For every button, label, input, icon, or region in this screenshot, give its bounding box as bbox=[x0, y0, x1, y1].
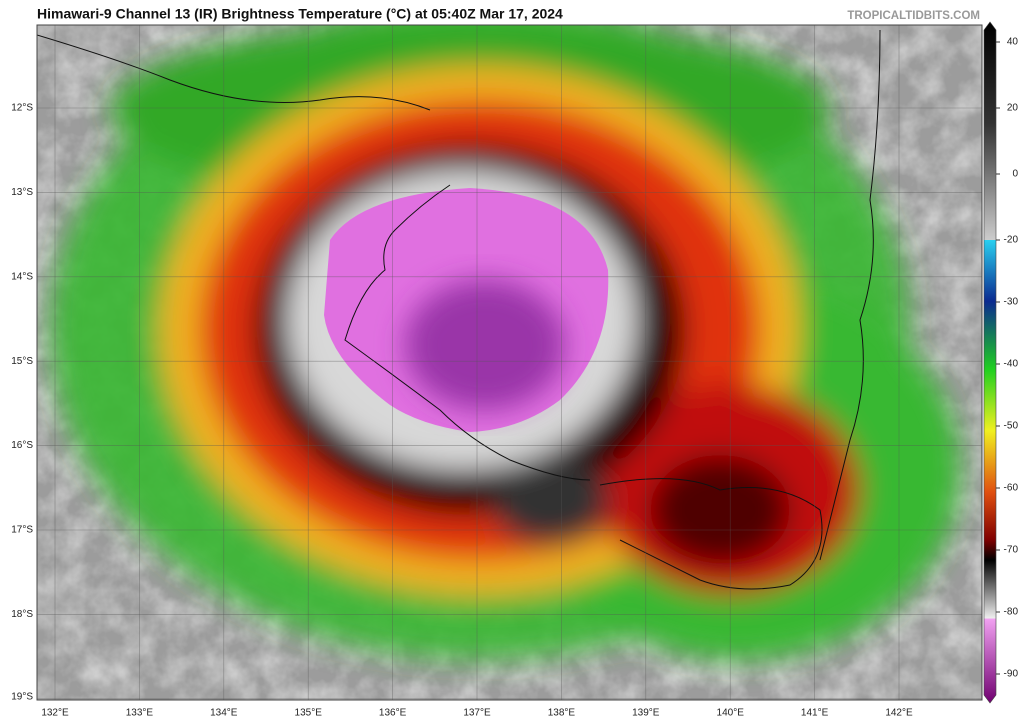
lon-label: 134°E bbox=[210, 708, 238, 719]
lon-label: 137°E bbox=[463, 708, 491, 719]
colorbar-label: -90 bbox=[1004, 669, 1019, 680]
colorbar-label: -30 bbox=[1004, 297, 1019, 308]
colorbar-label: -40 bbox=[1004, 359, 1019, 370]
lon-label: 140°E bbox=[717, 708, 745, 719]
lon-label: 138°E bbox=[548, 708, 576, 719]
colorbar-label: 0 bbox=[1012, 169, 1018, 180]
lon-label: 135°E bbox=[295, 708, 323, 719]
lat-label: 13°S bbox=[11, 187, 33, 198]
colorbar-label: 40 bbox=[1007, 37, 1019, 48]
colorbar-label: -60 bbox=[1004, 483, 1019, 494]
lon-label: 142°E bbox=[885, 708, 913, 719]
lon-label: 136°E bbox=[379, 708, 407, 719]
lon-label: 132°E bbox=[41, 708, 69, 719]
lat-label: 12°S bbox=[11, 103, 33, 114]
lat-label: 17°S bbox=[11, 525, 33, 536]
colorbar-label: -70 bbox=[1004, 545, 1019, 556]
lon-label: 133°E bbox=[126, 708, 154, 719]
credit: TROPICALTIDBITS.COM bbox=[847, 10, 980, 22]
colorbar-label: -50 bbox=[1004, 421, 1019, 432]
graticule: 12°S 13°S 14°S 15°S 16°S 17°S 18°S 19°S 132°E 133… bbox=[11, 25, 982, 719]
lat-label: 19°S bbox=[11, 692, 33, 703]
satellite-image bbox=[37, 25, 982, 700]
colorbar-label: -80 bbox=[1004, 607, 1019, 618]
lon-label: 141°E bbox=[801, 708, 829, 719]
lat-label: 15°S bbox=[11, 356, 33, 367]
lat-label: 18°S bbox=[11, 609, 33, 620]
map-frame bbox=[36, 24, 983, 701]
colorbar bbox=[983, 21, 997, 704]
colorbar-label: 20 bbox=[1007, 103, 1019, 114]
lon-label: 139°E bbox=[632, 708, 660, 719]
lat-label: 14°S bbox=[11, 271, 33, 282]
lat-label: 16°S bbox=[11, 440, 33, 451]
colorbar-ticks: 40 20 0 -20 -30 -40 -50 -60 -70 -80 -90 bbox=[996, 37, 1018, 680]
title: Himawari-9 Channel 13 (IR) Brightness Te… bbox=[37, 6, 563, 22]
colorbar-label: -20 bbox=[1004, 235, 1019, 246]
